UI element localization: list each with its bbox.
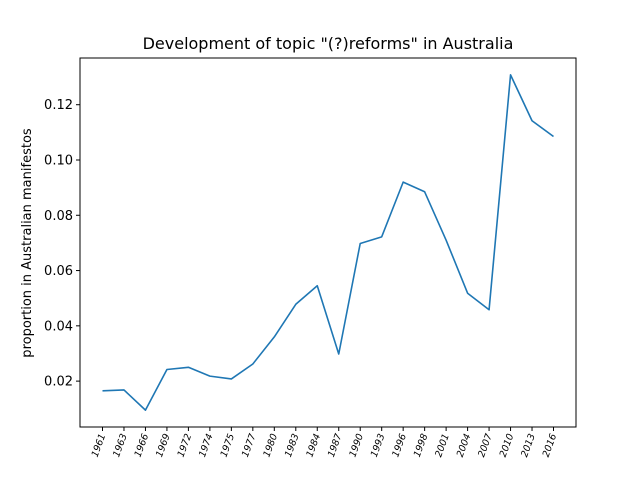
x-tick-label-2: 1966	[133, 432, 152, 458]
y-tick-label-0: 0.02	[44, 375, 73, 390]
x-tick-label-21: 2016	[541, 432, 560, 458]
y-tick-label-3: 0.08	[44, 209, 73, 224]
data-point-2004	[467, 292, 469, 294]
x-tick-label-14: 1996	[390, 432, 409, 458]
data-point-1998	[424, 191, 426, 193]
x-tick-label-11: 1987	[326, 432, 345, 458]
y-tick-label-2: 0.06	[44, 264, 73, 279]
data-point-1990	[359, 243, 361, 245]
series-line-0	[102, 74, 554, 411]
x-tick-label-7: 1977	[240, 432, 259, 458]
y-tick-label-4: 0.10	[44, 153, 73, 168]
data-point-1977	[252, 363, 254, 365]
data-point-2010	[510, 74, 512, 76]
data-point-1993	[381, 236, 383, 238]
x-tick-label-16: 2001	[433, 432, 452, 458]
x-tick-label-18: 2007	[476, 432, 495, 458]
x-tick-label-10: 1984	[304, 432, 323, 458]
data-point-1996	[402, 181, 404, 183]
x-tick-label-20: 2013	[519, 432, 538, 458]
data-point-1987	[338, 353, 340, 355]
x-tick-label-0: 1961	[90, 432, 109, 458]
data-point-2016	[553, 136, 555, 138]
data-point-1984	[316, 285, 318, 287]
data-point-1975	[231, 378, 233, 380]
x-tick-label-8: 1980	[262, 432, 281, 458]
y-tick-label-1: 0.04	[44, 319, 73, 334]
x-tick-label-3: 1969	[154, 432, 173, 458]
data-point-1963	[123, 389, 125, 391]
y-tick-label-5: 0.12	[44, 98, 73, 113]
x-tick-label-13: 1993	[369, 432, 388, 458]
x-tick-label-17: 2004	[455, 432, 474, 458]
data-point-2013	[531, 120, 533, 122]
chart-title: Development of topic "(?)reforms" in Aus…	[143, 34, 514, 53]
x-tick-label-6: 1975	[219, 432, 238, 458]
x-tick-label-4: 1972	[176, 432, 195, 458]
data-point-1961	[102, 390, 104, 392]
data-point-1980	[274, 336, 276, 338]
x-tick-label-15: 1998	[412, 432, 431, 458]
data-point-1966	[145, 409, 147, 411]
x-tick-label-19: 2010	[498, 432, 517, 458]
data-point-1983	[295, 303, 297, 305]
plot-area	[102, 74, 555, 411]
data-point-1974	[209, 375, 211, 377]
data-point-1969	[166, 369, 168, 371]
data-point-2007	[488, 309, 490, 311]
x-tick-label-9: 1983	[283, 432, 302, 458]
x-tick-label-5: 1974	[197, 432, 216, 458]
axes-frame	[79, 57, 577, 428]
x-tick-label-12: 1990	[347, 432, 366, 458]
y-axis-label: proportion in Australian manifestos	[20, 128, 35, 358]
x-tick-label-1: 1963	[111, 432, 130, 458]
data-point-2001	[445, 239, 447, 241]
data-point-1972	[188, 366, 190, 368]
